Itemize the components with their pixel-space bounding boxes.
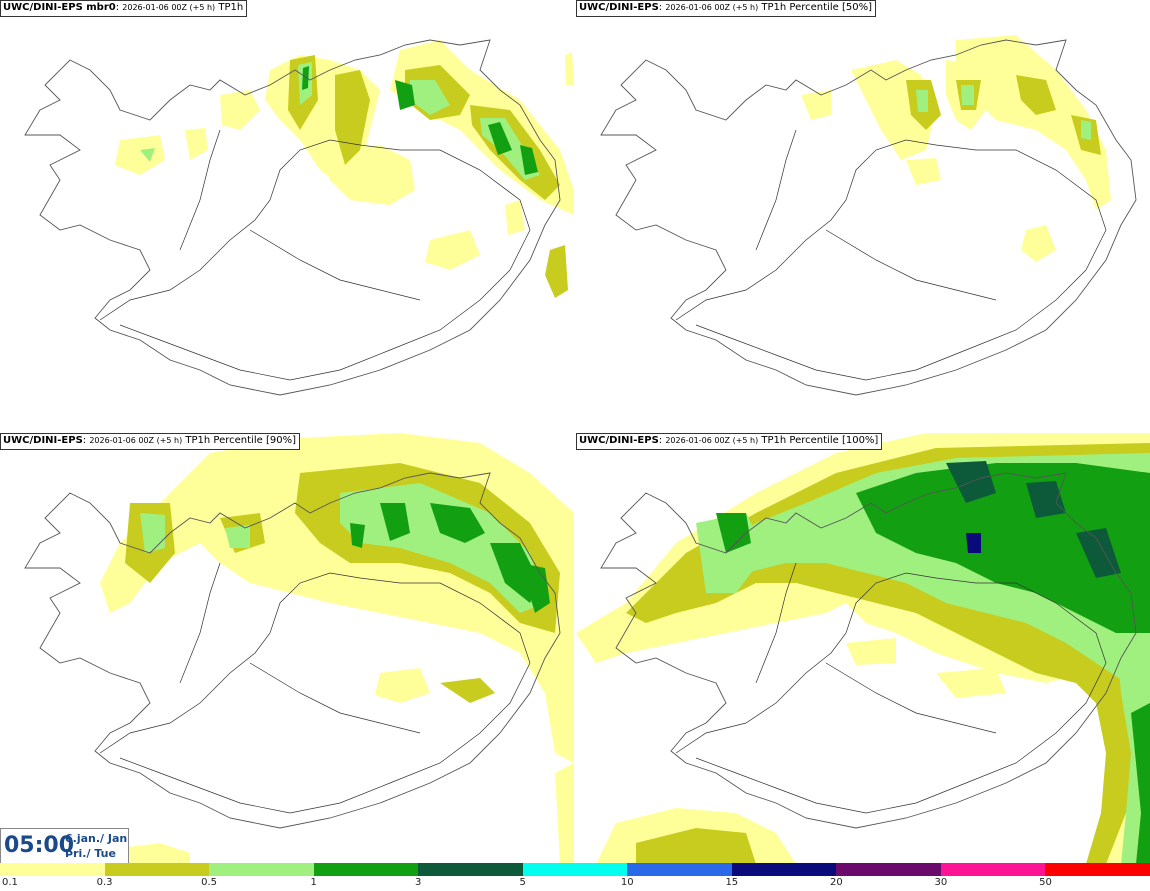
valid-time-box: 05:00 6.jan./ Jan Þri./ Tue [0, 828, 129, 865]
panel-title: UWC/DINI-EPS mbr0: 2026-01-06 00Z (+5 h)… [0, 0, 248, 17]
precip-map [24, 39, 574, 396]
legend-swatch [731, 863, 837, 876]
legend-label: 50 [1039, 877, 1052, 888]
legend-label: 30 [934, 877, 948, 888]
run-label: 2026-01-06 00Z (+5 h) [122, 3, 216, 12]
run-label: 2026-01-06 00Z (+5 h) [665, 3, 759, 12]
legend-swatch [627, 863, 732, 876]
legend-label: 20 [829, 877, 843, 888]
legend-swatch [209, 863, 314, 876]
legend-swatch [313, 863, 419, 876]
legend-swatch [418, 863, 523, 876]
legend-label: 3 [414, 877, 422, 888]
param-label: TP1h Percentile [50%] [761, 2, 872, 13]
model-label: UWC/DINI-EPS [3, 435, 83, 446]
precip-map [24, 433, 574, 864]
road-network [99, 129, 531, 381]
panel-title: UWC/DINI-EPS: 2026-01-06 00Z (+5 h) TP1h… [0, 433, 300, 450]
color-legend: 0.1 0.3 0.5 1 3 5 10 15 20 30 50 [0, 863, 1150, 891]
legend-label: 0.5 [201, 877, 218, 888]
coastline [600, 39, 1137, 396]
model-label: UWC/DINI-EPS [579, 435, 659, 446]
legend-swatch [940, 863, 1046, 876]
run-label: 2026-01-06 00Z (+5 h) [89, 436, 183, 445]
map-panel-p100: UWC/DINI-EPS: 2026-01-06 00Z (+5 h) TP1h… [576, 433, 1150, 864]
valid-date-line1: 6.jan./ Jan [65, 832, 128, 845]
road-network [675, 129, 1107, 381]
precip-map [600, 35, 1137, 396]
param-label: TP1h Percentile [90%] [185, 435, 296, 446]
panel-title: UWC/DINI-EPS: 2026-01-06 00Z (+5 h) TP1h… [576, 0, 876, 17]
precip-field [100, 433, 574, 864]
legend-swatch [104, 863, 210, 876]
legend-swatch [1045, 863, 1150, 876]
coastline [24, 39, 561, 396]
param-label: TP1h [218, 2, 244, 13]
road-network [99, 562, 531, 814]
legend-label: 0.1 [2, 877, 18, 888]
precip-field [801, 35, 1111, 262]
coastline [24, 472, 561, 829]
precip-field [115, 40, 574, 298]
legend-label: 0.3 [96, 877, 113, 888]
precip-field [576, 433, 1150, 864]
valid-time: 05:00 [4, 833, 75, 858]
model-label: UWC/DINI-EPS [579, 2, 659, 13]
legend-color-bar [0, 863, 1150, 876]
legend-label: 1 [310, 877, 317, 888]
model-label: UWC/DINI-EPS mbr0 [3, 2, 116, 13]
legend-swatch [0, 863, 105, 876]
panel-title: UWC/DINI-EPS: 2026-01-06 00Z (+5 h) TP1h… [576, 433, 883, 450]
map-panel-p90: UWC/DINI-EPS: 2026-01-06 00Z (+5 h) TP1h… [0, 433, 574, 864]
precip-map [576, 433, 1150, 864]
legend-label: 5 [519, 877, 526, 888]
legend-label: 15 [725, 877, 739, 888]
legend-label: 10 [620, 877, 634, 888]
map-panel-mbr0: UWC/DINI-EPS mbr0: 2026-01-06 00Z (+5 h)… [0, 0, 574, 431]
valid-date: 6.jan./ Jan Þri./ Tue [65, 831, 127, 861]
coastline [600, 472, 1137, 829]
road-network [675, 562, 1107, 814]
run-label: 2026-01-06 00Z (+5 h) [665, 436, 759, 445]
param-label: TP1h Percentile [100%] [761, 435, 879, 446]
map-panel-p50: UWC/DINI-EPS: 2026-01-06 00Z (+5 h) TP1h… [576, 0, 1150, 431]
legend-swatch [836, 863, 941, 876]
valid-date-line2: Þri./ Tue [65, 847, 116, 860]
legend-swatch [522, 863, 628, 876]
